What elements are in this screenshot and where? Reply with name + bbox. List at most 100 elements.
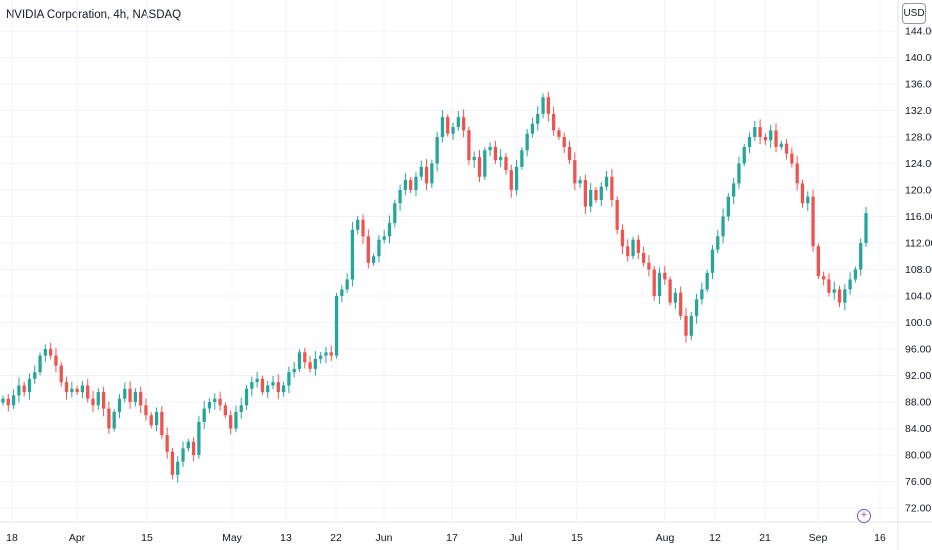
candle-body <box>430 163 434 184</box>
candle <box>398 184 402 212</box>
candle <box>716 230 720 254</box>
candle <box>493 140 498 164</box>
candle-body <box>409 180 413 190</box>
candle-body <box>716 236 720 250</box>
candle <box>647 255 651 277</box>
candle-body <box>6 398 10 406</box>
price-tick-label: 112.00 <box>905 238 932 250</box>
candle-body <box>101 392 106 409</box>
candle <box>694 293 699 324</box>
candle-body <box>345 279 349 290</box>
candle-body <box>663 272 667 280</box>
candle-body <box>557 130 561 137</box>
candle-body <box>769 130 773 141</box>
candle <box>779 140 783 150</box>
candle <box>822 271 826 286</box>
price-tick-label: 96.00 <box>905 344 931 356</box>
candle <box>101 386 106 417</box>
candle-body <box>774 130 778 147</box>
candle-body <box>589 190 593 207</box>
candle-body <box>382 236 386 240</box>
candle <box>1 395 5 406</box>
candle-body <box>536 113 540 124</box>
candle <box>382 230 386 244</box>
candle-body <box>562 137 566 147</box>
candle <box>488 142 492 157</box>
candle-body <box>694 299 699 316</box>
candle-body <box>59 365 63 383</box>
candle-body <box>843 289 847 303</box>
candle <box>742 143 746 167</box>
candle <box>33 365 37 385</box>
candle-body <box>509 170 513 190</box>
candle <box>276 374 280 400</box>
candle-body <box>271 382 275 386</box>
candle-body <box>191 441 196 455</box>
candle-body <box>186 441 190 449</box>
crosshair-icon[interactable]: + <box>857 509 871 523</box>
candle-body <box>218 398 222 406</box>
candle <box>91 390 95 413</box>
candle-body <box>747 137 752 147</box>
candle <box>721 208 725 244</box>
candle-body <box>530 123 535 134</box>
candle <box>853 266 858 283</box>
candle-body <box>223 405 228 416</box>
time-tick-label: 16 <box>874 532 886 544</box>
candle-body <box>356 219 360 230</box>
candle-body <box>726 196 730 217</box>
price-tick-label: 92.00 <box>905 370 931 382</box>
candle <box>96 388 100 410</box>
candle <box>430 159 434 188</box>
candle <box>668 276 672 306</box>
candle <box>461 109 466 138</box>
price-axis[interactable]: 144.00 140.00 136.00 132.00 128.00 124.00 120.… <box>905 26 932 515</box>
candle-body <box>361 219 365 237</box>
time-axis[interactable]: 18 Apr 15 May 13 22 Jun 17 Jul 15 Aug 12 21 Sep 16 <box>6 532 886 544</box>
currency-button[interactable]: USD <box>902 3 926 24</box>
candle-body <box>620 229 625 247</box>
candle <box>737 156 741 189</box>
candle <box>11 389 16 410</box>
candle-body <box>303 352 307 363</box>
candle-body <box>197 421 201 455</box>
candle <box>356 216 360 235</box>
candle-series <box>1 91 868 483</box>
candle-body <box>38 355 42 373</box>
candle <box>784 139 789 160</box>
candle-body <box>139 392 143 406</box>
candle-body <box>520 150 524 167</box>
candle <box>80 380 85 399</box>
candle-body <box>673 292 678 303</box>
candle-body <box>281 385 286 393</box>
candle-body <box>567 146 572 161</box>
candle-body <box>377 239 381 257</box>
candle <box>499 149 503 168</box>
candle <box>117 394 122 419</box>
candle-body <box>387 223 392 237</box>
candle <box>250 376 254 397</box>
candle-body <box>49 349 53 356</box>
candle-body <box>551 113 556 131</box>
price-tick-label: 108.00 <box>905 264 932 276</box>
candle-body <box>403 180 408 190</box>
candle <box>599 182 603 207</box>
price-tick-label: 80.00 <box>905 450 931 462</box>
time-tick-label: Sep <box>809 532 828 544</box>
price-tick-label: 84.00 <box>905 423 931 435</box>
candle-body <box>832 289 836 293</box>
candle <box>864 207 868 247</box>
candle-body <box>721 216 725 237</box>
candle <box>679 286 683 320</box>
time-tick-label: Aug <box>656 532 675 544</box>
candle <box>446 114 450 137</box>
candle <box>726 192 730 222</box>
candle <box>747 132 752 154</box>
candle-body <box>456 117 460 128</box>
candle-body <box>414 176 418 190</box>
candle <box>17 377 21 403</box>
candle <box>700 282 704 305</box>
candle-body <box>371 256 376 263</box>
candle-body <box>292 368 296 373</box>
